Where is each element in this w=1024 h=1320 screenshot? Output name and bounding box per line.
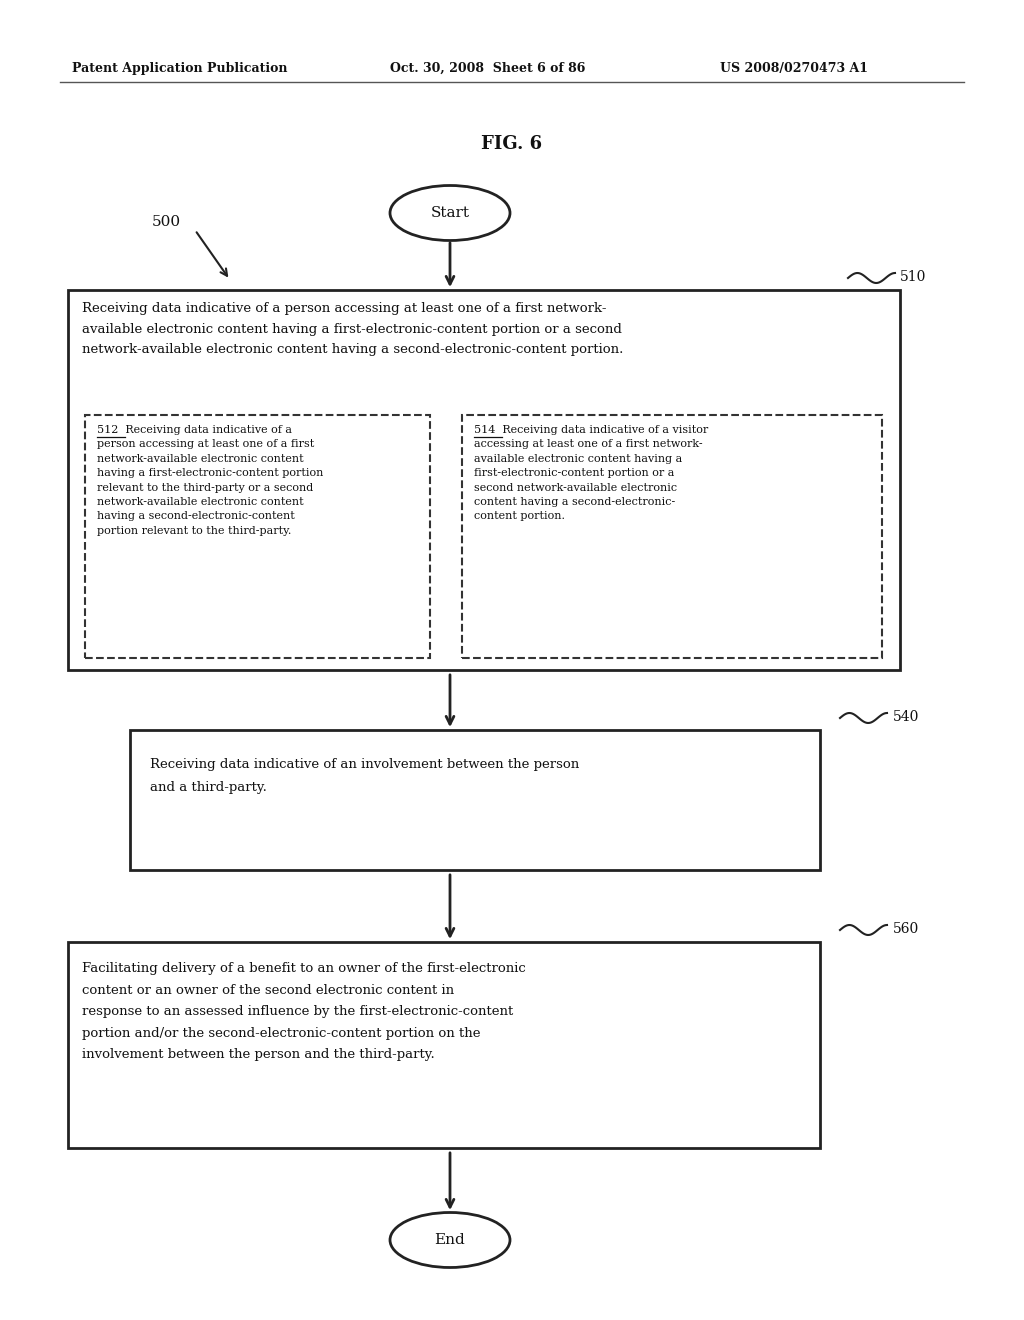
Text: US 2008/0270473 A1: US 2008/0270473 A1	[720, 62, 868, 75]
Text: Oct. 30, 2008  Sheet 6 of 86: Oct. 30, 2008 Sheet 6 of 86	[390, 62, 586, 75]
FancyBboxPatch shape	[68, 942, 820, 1148]
Text: Receiving data indicative of a person accessing at least one of a first network-: Receiving data indicative of a person ac…	[82, 302, 624, 356]
Text: Facilitating delivery of a benefit to an owner of the first-electronic
content o: Facilitating delivery of a benefit to an…	[82, 962, 525, 1061]
Text: Start: Start	[430, 206, 469, 220]
Ellipse shape	[390, 1213, 510, 1267]
Text: 560: 560	[893, 921, 920, 936]
Text: 514  Receiving data indicative of a visitor
accessing at least one of a first ne: 514 Receiving data indicative of a visit…	[474, 425, 709, 521]
FancyBboxPatch shape	[130, 730, 820, 870]
Text: 500: 500	[152, 215, 181, 228]
Text: End: End	[434, 1233, 465, 1247]
FancyBboxPatch shape	[462, 414, 882, 657]
Text: 540: 540	[893, 710, 920, 723]
Text: Patent Application Publication: Patent Application Publication	[72, 62, 288, 75]
Text: FIG. 6: FIG. 6	[481, 135, 543, 153]
FancyBboxPatch shape	[85, 414, 430, 657]
Text: Receiving data indicative of an involvement between the person
and a third-party: Receiving data indicative of an involvem…	[150, 758, 580, 795]
Text: 512  Receiving data indicative of a
person accessing at least one of a first
net: 512 Receiving data indicative of a perso…	[97, 425, 324, 536]
Text: 510: 510	[900, 271, 927, 284]
FancyBboxPatch shape	[68, 290, 900, 671]
Ellipse shape	[390, 186, 510, 240]
